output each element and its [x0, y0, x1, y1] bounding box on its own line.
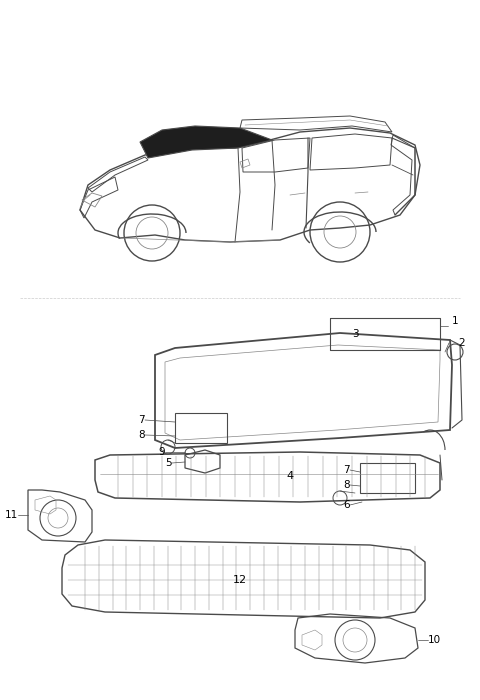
- Text: 11: 11: [5, 510, 18, 520]
- Text: 4: 4: [287, 471, 294, 481]
- Polygon shape: [140, 126, 272, 158]
- Text: 8: 8: [138, 430, 145, 440]
- Text: 1: 1: [452, 316, 458, 326]
- Text: 6: 6: [343, 500, 350, 510]
- Text: 5: 5: [166, 458, 172, 468]
- Text: 7: 7: [343, 465, 350, 475]
- Text: 3: 3: [352, 329, 358, 339]
- Text: 9: 9: [158, 447, 165, 457]
- Bar: [360, 463, 415, 493]
- Text: 10: 10: [428, 635, 441, 645]
- Text: 12: 12: [233, 575, 247, 585]
- Text: 7: 7: [138, 415, 145, 425]
- Text: 2: 2: [459, 338, 465, 348]
- Text: 8: 8: [343, 480, 350, 490]
- Bar: [175, 413, 227, 443]
